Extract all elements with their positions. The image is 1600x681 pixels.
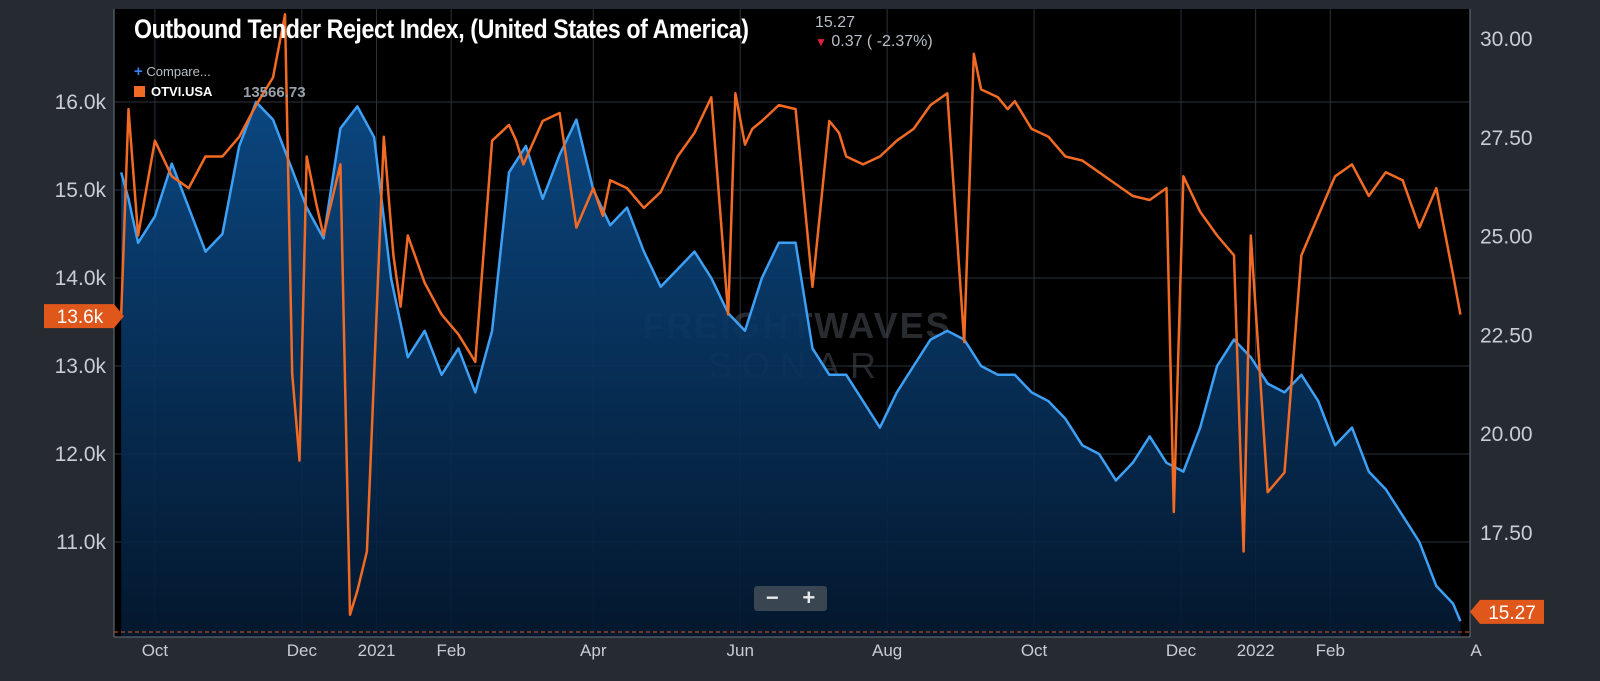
x-tick-label: Aug: [872, 641, 902, 660]
right-value-marker: [1470, 599, 1544, 624]
otvi-area-fill: [121, 102, 1461, 637]
x-tick-label: Jun: [727, 641, 754, 660]
x-tick-label: Feb: [437, 641, 466, 660]
x-tick-label: Dec: [287, 641, 318, 660]
y-right-tick-label: 30.00: [1480, 28, 1533, 51]
plus-icon: +: [134, 63, 143, 80]
otvi-series-line: [119, 100, 1462, 622]
x-tick-label: Apr: [580, 641, 607, 660]
compare-button[interactable]: + Compare...: [134, 63, 211, 80]
legend-swatch: [134, 86, 145, 97]
zoom-in-button[interactable]: +: [802, 585, 816, 610]
y-left-tick-label: 12.0k: [55, 443, 107, 466]
legend-series-item[interactable]: OTVI.USA: [134, 84, 212, 99]
y-right-tick-label: 27.50: [1480, 127, 1533, 150]
y-right-tick-label: 22.50: [1480, 324, 1533, 347]
quote-change-text: 0.37 ( -2.37%): [831, 33, 933, 50]
y-right-tick-label: 20.00: [1480, 423, 1533, 446]
axes: Oct Dec 2021 Feb Apr Jun Aug Oct Dec 2022 Feb A 11.0…: [55, 9, 1533, 660]
left-value-marker-text: 13.6k: [57, 307, 104, 328]
zoom-control: − +: [754, 586, 827, 611]
y-left-tick-label: 11.0k: [56, 531, 106, 554]
chart-title: Outbound Tender Reject Index, (United St…: [134, 14, 749, 44]
left-value-marker: [44, 304, 124, 329]
zoom-out-button[interactable]: −: [765, 585, 779, 610]
axis-markers: 13.6k 15.27: [44, 304, 1544, 624]
legend-series-name: OTVI.USA: [151, 84, 213, 99]
quote-last-value: 15.27: [815, 14, 856, 31]
right-value-marker-text: 15.27: [1488, 603, 1536, 624]
x-tick-label: Oct: [1021, 641, 1048, 660]
y-left-tick-label: 13.0k: [55, 355, 107, 378]
x-tick-label: 2021: [358, 641, 396, 660]
legend-series-value: 13566.73: [243, 84, 306, 101]
compare-label: Compare...: [146, 64, 211, 79]
x-tick-label: A: [1470, 641, 1482, 660]
down-arrow-icon: ▼: [815, 35, 827, 49]
y-left-tick-label: 15.0k: [55, 179, 107, 202]
otri-series-line: [119, 13, 1462, 616]
y-left-tick-label: 14.0k: [55, 267, 107, 290]
quote-change: ▼ 0.37 ( -2.37%): [815, 33, 933, 51]
x-tick-label: 2022: [1237, 641, 1275, 660]
x-tick-label: Oct: [142, 641, 169, 660]
x-tick-label: Feb: [1316, 641, 1345, 660]
x-tick-label: Dec: [1166, 641, 1197, 660]
y-left-tick-label: 16.0k: [55, 91, 107, 114]
y-right-tick-label: 17.50: [1480, 522, 1533, 545]
y-right-tick-label: 25.00: [1480, 226, 1533, 249]
series-layer: [119, 13, 1462, 637]
